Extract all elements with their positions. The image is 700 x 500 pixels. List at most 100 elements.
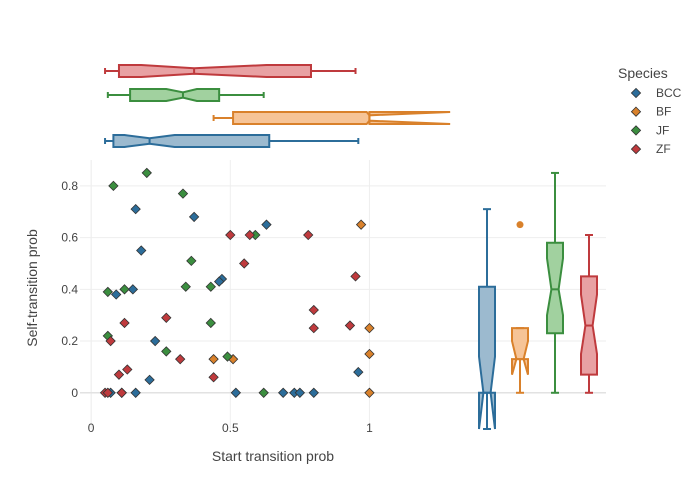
scatter-point	[344, 320, 356, 331]
scatter-point	[364, 322, 375, 334]
scatter-point	[177, 188, 189, 199]
scatter-point	[119, 317, 130, 329]
scatter-point	[205, 317, 216, 329]
legend-label: ZF	[656, 142, 671, 156]
legend-title: Species	[618, 65, 668, 81]
top-boxplot-bcc	[104, 134, 360, 148]
scatter-point	[208, 372, 219, 383]
x-tick-label: 0	[88, 421, 95, 435]
box-jf	[129, 88, 221, 102]
scatter-point	[116, 387, 127, 398]
legend-swatch	[630, 125, 642, 136]
box-bcc	[478, 285, 496, 430]
legend-label: JF	[656, 123, 669, 137]
scatter-point	[364, 387, 375, 398]
scatter-point	[136, 245, 147, 256]
top-marginal-boxplots	[104, 64, 451, 148]
box-bf	[232, 111, 451, 125]
y-tick-label: 0	[71, 386, 78, 400]
right-boxplot-jf	[546, 171, 564, 394]
scatter-point	[222, 351, 233, 362]
scatter-point	[130, 387, 141, 398]
scatter-point	[294, 387, 306, 398]
top-boxplot-jf	[106, 88, 265, 102]
box-jf	[546, 241, 564, 335]
scatter-points	[99, 167, 375, 398]
scatter-point	[144, 374, 155, 386]
scatter-point	[161, 346, 172, 357]
scatter-point	[244, 229, 255, 241]
legend-item-bf[interactable]: BF	[630, 105, 671, 119]
scatter-point	[186, 255, 197, 267]
top-boxplot-zf	[104, 64, 357, 78]
axis-ticks: 0 0.5 1 0 0.2 0.4 0.6 0.8	[61, 179, 373, 435]
right-marginal-boxplots	[478, 171, 598, 430]
y-axis-title: Self-transition prob	[24, 229, 40, 347]
box-bcc	[112, 134, 271, 148]
scatter-point	[230, 387, 242, 398]
scatter-point	[303, 229, 314, 241]
legend-item-bcc[interactable]: BCC	[630, 86, 682, 100]
scatter-point	[119, 284, 130, 295]
box-bf	[511, 327, 529, 375]
legend-swatch	[630, 143, 642, 155]
scatter-point	[308, 387, 319, 398]
x-tick-label: 1	[366, 421, 373, 435]
scatter-point	[149, 335, 161, 347]
series-zf	[99, 229, 361, 398]
scatter-point	[108, 180, 119, 192]
scatter-point	[188, 211, 200, 223]
scatter-point	[113, 369, 125, 380]
y-tick-label: 0.8	[61, 179, 78, 193]
legend-label: BF	[656, 105, 671, 119]
scatter-point	[105, 335, 116, 347]
x-tick-label: 0.5	[222, 421, 239, 435]
scatter-point	[213, 276, 225, 287]
scatter-point	[205, 281, 216, 292]
legend-items[interactable]: BCC BF JF ZF	[630, 86, 682, 156]
right-boxplot-bcc	[478, 208, 496, 430]
y-tick-label: 0.2	[61, 334, 78, 348]
scatter-point	[102, 286, 113, 298]
scatter-point	[239, 258, 250, 269]
series-bcc	[105, 203, 364, 398]
scatter-point	[122, 364, 133, 375]
scatter-point	[353, 366, 364, 378]
scatter-point	[277, 387, 289, 398]
scatter-point	[180, 281, 191, 292]
scatter-point	[364, 348, 375, 360]
y-tick-label: 0.6	[61, 231, 78, 245]
scatter-point	[127, 284, 139, 295]
y-tick-label: 0.4	[61, 282, 78, 296]
scatter-point	[308, 322, 319, 334]
scatter-point	[261, 219, 272, 230]
scatter-point	[225, 229, 236, 241]
legend-swatch	[630, 106, 642, 117]
x-axis-title: Start transition prob	[212, 448, 334, 464]
scatter-point	[350, 271, 361, 282]
right-boxplot-bf	[511, 221, 529, 394]
grid-layer	[80, 160, 606, 429]
top-boxplot-bf	[212, 111, 451, 125]
scatter-point	[130, 203, 141, 215]
scatter-point	[308, 304, 319, 316]
scatter-point	[102, 387, 113, 398]
scatter-point	[111, 289, 122, 300]
legend-item-jf[interactable]: JF	[630, 123, 669, 137]
scatter-point	[208, 353, 219, 365]
legend-swatch	[630, 87, 642, 99]
legend[interactable]: Species BCC BF JF ZF	[618, 65, 682, 156]
legend-label: BCC	[656, 86, 682, 100]
right-boxplot-zf	[580, 234, 598, 394]
scatter-point	[258, 387, 269, 398]
box-zf	[117, 64, 312, 78]
outlier-point	[516, 221, 524, 229]
scatter-point	[175, 353, 186, 365]
legend-item-zf[interactable]: ZF	[630, 142, 671, 156]
series-jf	[102, 167, 269, 398]
series-bf	[208, 219, 375, 398]
scatter-point	[355, 219, 367, 230]
scatter-point	[161, 312, 172, 323]
